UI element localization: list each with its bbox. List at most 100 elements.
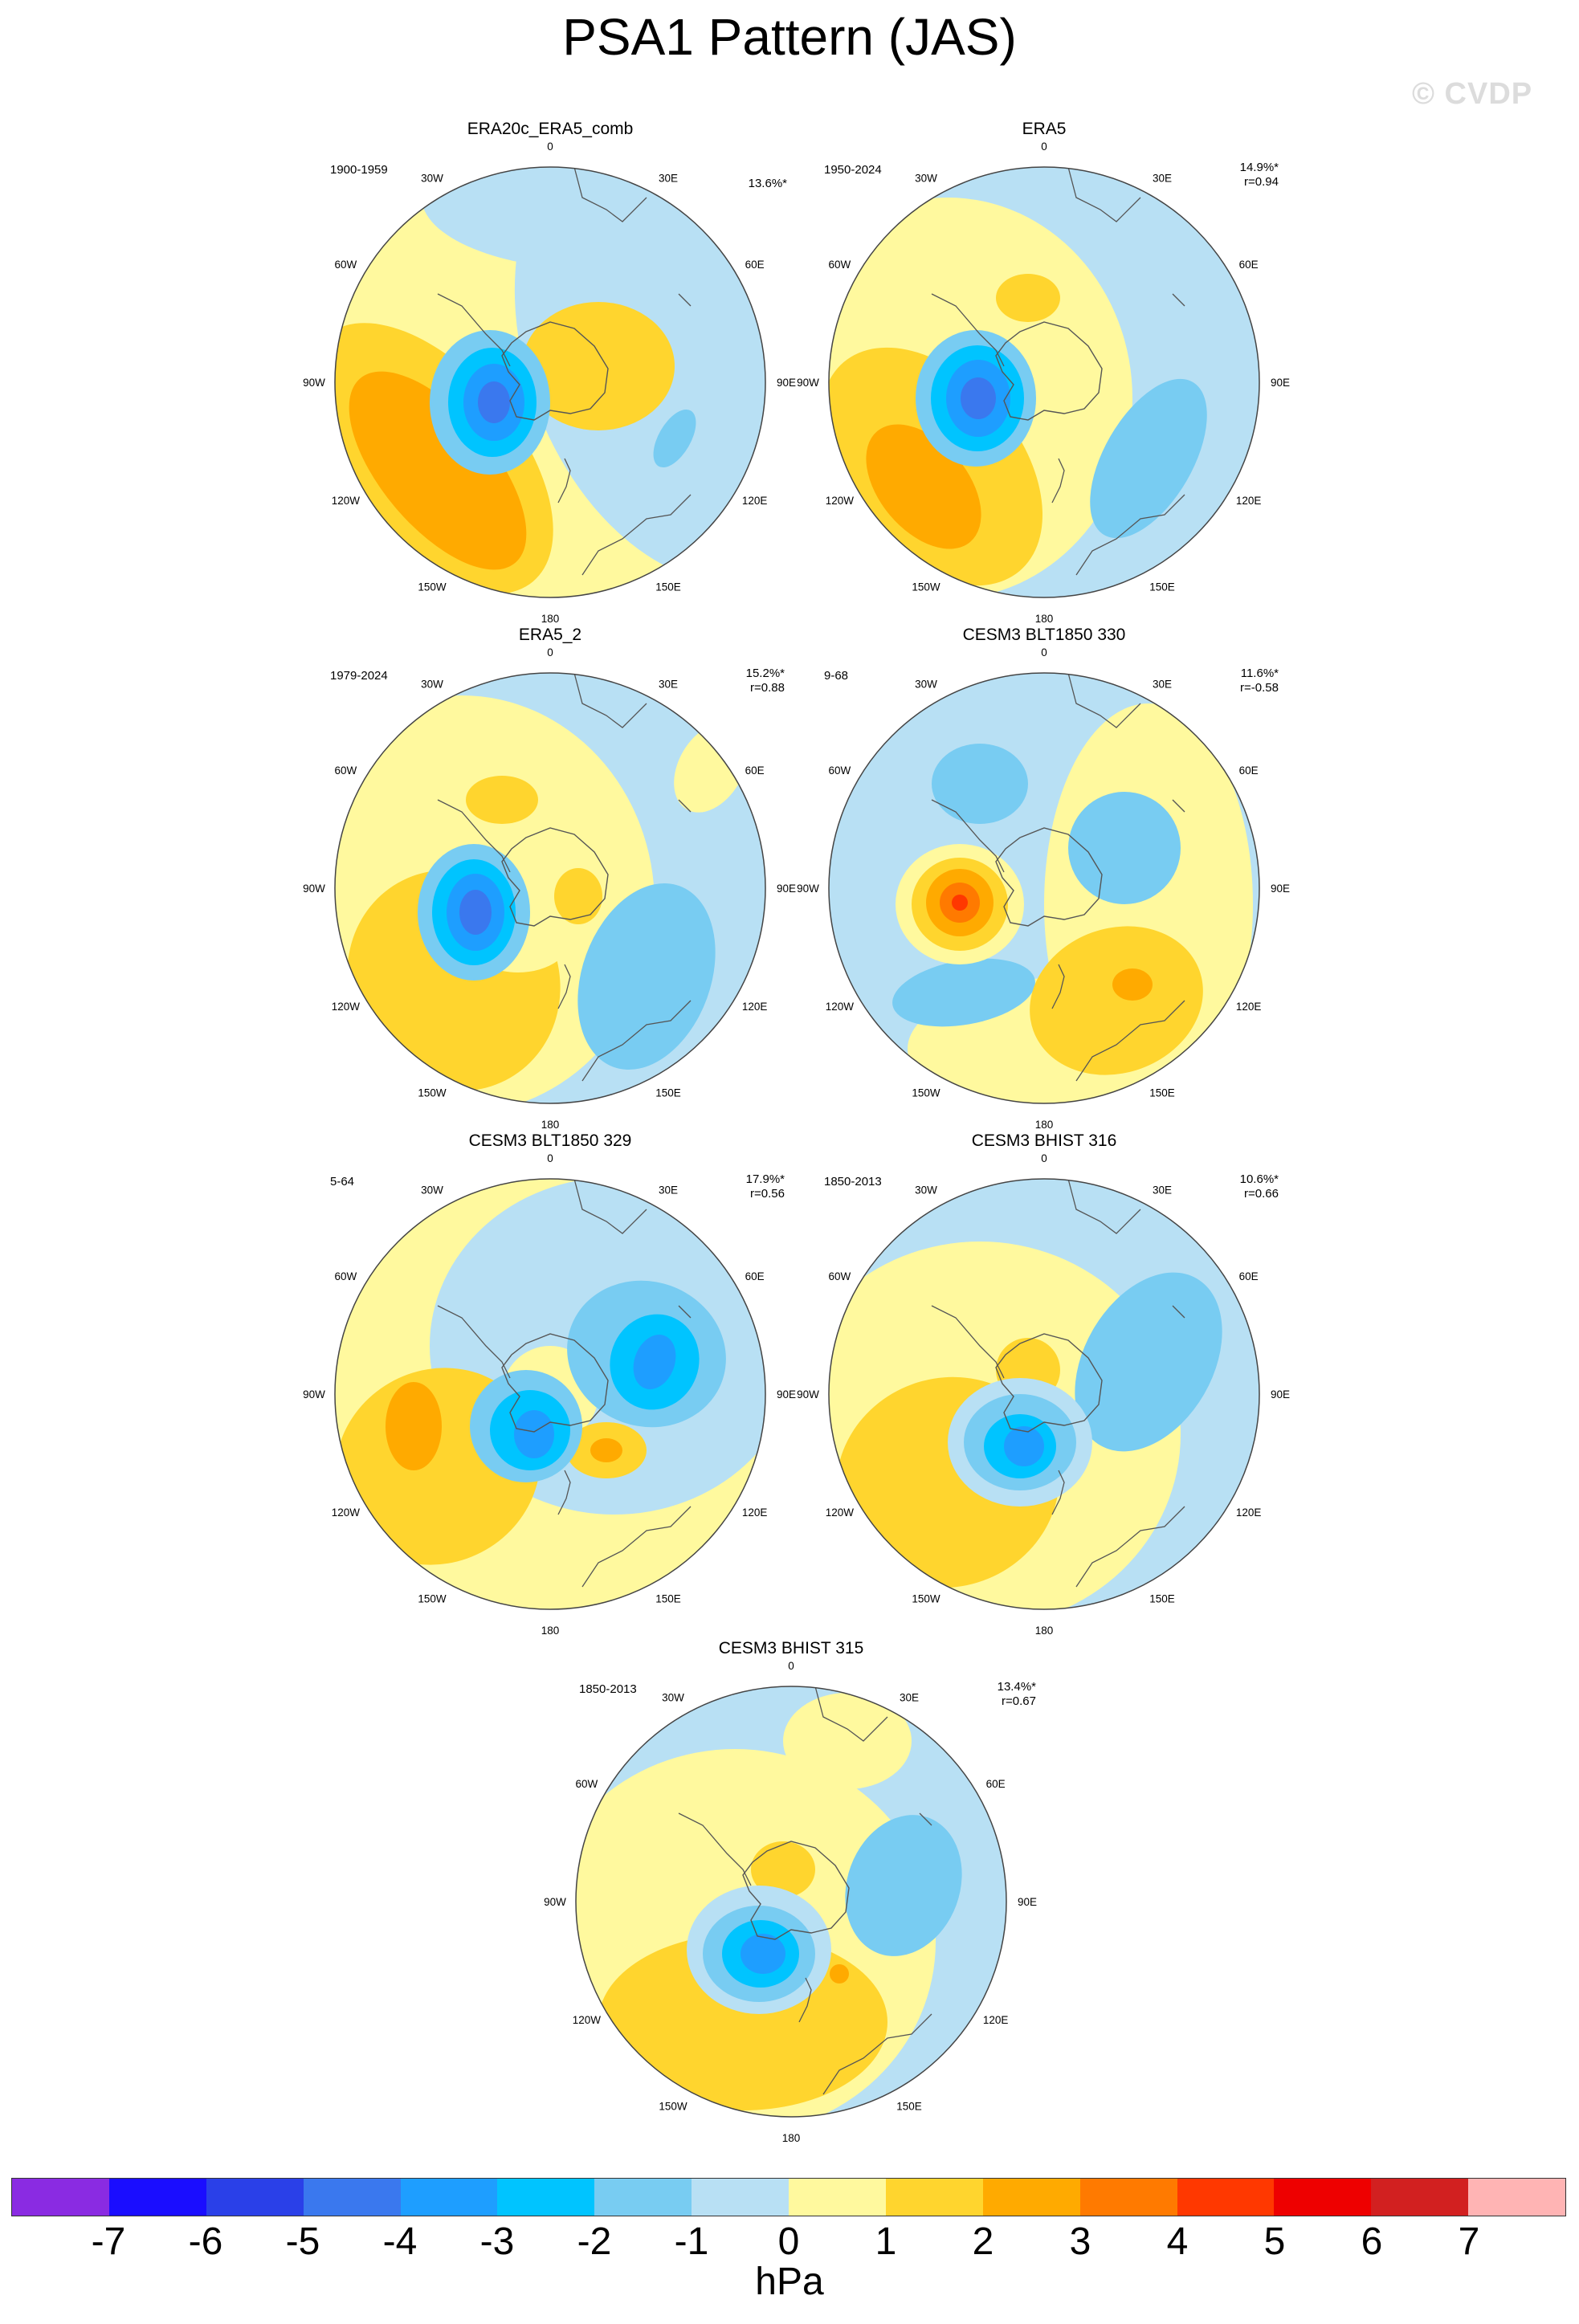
anomaly-contour xyxy=(386,1382,442,1470)
colorbar-tick-label: 3 xyxy=(1069,2220,1091,2263)
anomaly-contour xyxy=(577,883,716,1070)
longitude-label: 60E xyxy=(1239,259,1259,271)
coastline xyxy=(822,2013,932,2095)
colorbar-swatch xyxy=(1371,2179,1469,2216)
longitude-label: 30W xyxy=(915,678,937,690)
panel-years: 5-64 xyxy=(330,1175,355,1189)
longitude-label: 120E xyxy=(742,495,768,507)
colorbar-swatch xyxy=(497,2179,595,2216)
map-panel-cesm3-blt1850-330: CESM3 BLT1850 330 9-68 11.6%* r=-0.58 0 3… xyxy=(755,626,1333,1140)
coastline xyxy=(437,1305,511,1379)
longitude-label: 90W xyxy=(303,377,325,389)
longitude-label: 120E xyxy=(742,1507,768,1519)
longitude-label: 30E xyxy=(1153,1184,1172,1196)
anomaly-contour xyxy=(1112,968,1153,1001)
longitude-label: 90E xyxy=(1271,377,1290,389)
longitude-label: 120W xyxy=(826,495,855,507)
longitude-label: 150W xyxy=(418,1087,447,1099)
longitude-label: 60W xyxy=(335,259,357,271)
anomaly-contour xyxy=(1030,926,1203,1075)
coastline xyxy=(931,1305,1005,1379)
longitude-label: 180 xyxy=(541,1119,560,1131)
anomaly-contour xyxy=(653,409,696,468)
longitude-label: 150E xyxy=(1149,581,1175,593)
colorbar-labels: -7 -6 -5 -4 -3 -2 -1 0 1 2 3 4 5 6 7 xyxy=(11,2216,1566,2265)
panel-variance: 15.2%* xyxy=(745,667,785,680)
longitude-label: 180 xyxy=(1035,613,1054,625)
panel-variance: 17.9%* xyxy=(745,1172,785,1186)
longitude-label: 30E xyxy=(659,172,678,184)
colorbar-tick-label: -3 xyxy=(479,2220,515,2263)
longitude-label: 150W xyxy=(659,2101,687,2113)
longitude-label: 180 xyxy=(1035,1119,1054,1131)
coastline xyxy=(557,1470,571,1515)
longitude-label: 30W xyxy=(421,172,443,184)
colorbar-swatch xyxy=(982,2179,1080,2216)
polar-map: 0 30E 60E 90E 120E 150E 180 150W 120W 90W 60W 30W xyxy=(797,647,1290,1131)
coastline xyxy=(437,293,511,367)
anomaly-contour xyxy=(996,274,1060,322)
longitude-label: 90E xyxy=(777,377,796,389)
colorbar-tick-label: 2 xyxy=(972,2220,994,2263)
panel-variance: 13.6%* xyxy=(748,177,787,190)
colorbar-tick-label: 5 xyxy=(1263,2220,1286,2263)
coastline xyxy=(1075,1506,1185,1588)
longitude-label: 60E xyxy=(745,1270,765,1282)
panel-variance: 11.6%* xyxy=(1240,667,1279,680)
longitude-label: 30W xyxy=(421,1184,443,1196)
antarctica-coastline xyxy=(501,321,609,421)
map-boundary xyxy=(828,672,1260,1104)
colorbar xyxy=(11,2178,1566,2216)
polar-map: 0 30E 60E 90E 120E 150E 180 150W 120W 90W 60W 30W xyxy=(544,1661,1037,2144)
coastline xyxy=(1051,1470,1065,1515)
anomaly-contour xyxy=(349,371,527,570)
anomaly-contour xyxy=(892,958,1035,1027)
panel-title: CESM3 BHIST 316 xyxy=(971,1131,1117,1150)
longitude-label: 90E xyxy=(777,1388,796,1401)
longitude-label: 60E xyxy=(1239,764,1259,777)
longitude-label: 60W xyxy=(335,1270,357,1282)
longitude-label: 0 xyxy=(1041,1153,1047,1164)
longitude-label: 120E xyxy=(983,2014,1009,2026)
longitude-label: 120W xyxy=(332,1507,361,1519)
antarctica-coastline xyxy=(995,827,1103,927)
panel-years: 1900-1959 xyxy=(330,163,388,177)
coastline xyxy=(437,799,511,873)
colorbar-tick-label: -1 xyxy=(674,2220,709,2263)
polar-map: 0 30E 60E 90E 120E 150E 180 150W 120W 90W 60W 30W xyxy=(797,1153,1290,1637)
colorbar-swatch xyxy=(400,2179,498,2216)
colorbar-tick-label: -2 xyxy=(577,2220,612,2263)
coastline xyxy=(581,1000,692,1082)
colorbar-swatch xyxy=(206,2179,304,2216)
panel-correlation: r=0.56 xyxy=(750,1187,785,1201)
colorbar-swatch xyxy=(1177,2179,1275,2216)
longitude-label: 30W xyxy=(662,1691,684,1703)
longitude-label: 90E xyxy=(777,883,796,895)
anomaly-contour xyxy=(1075,1272,1222,1452)
longitude-label: 180 xyxy=(782,2132,801,2144)
coastline xyxy=(814,1686,888,1742)
coastline xyxy=(557,964,571,1009)
polar-map: 0 30E 60E 90E 120E 150E 180 150W 120W 90W 60W 30W xyxy=(797,141,1290,625)
anomaly-contour xyxy=(741,1934,785,1974)
longitude-label: 150W xyxy=(912,1593,940,1605)
longitude-label: 30W xyxy=(915,172,937,184)
polar-map: 0 30E 60E 90E 120E 150E 180 150W 120W 90W 60W 30W xyxy=(303,1153,796,1637)
anomaly-contour xyxy=(466,776,538,824)
coastline xyxy=(931,799,1005,873)
cvdp-watermark: © CVDP xyxy=(1412,77,1533,111)
coastline xyxy=(573,167,647,222)
longitude-label: 90W xyxy=(797,883,819,895)
colorbar-tick-label: 1 xyxy=(875,2220,897,2263)
colorbar-tick-label: -4 xyxy=(382,2220,418,2263)
longitude-label: 180 xyxy=(541,1625,560,1637)
panel-correlation: r=-0.58 xyxy=(1240,681,1279,695)
panel-years: 1850-2013 xyxy=(579,1682,637,1696)
coastline xyxy=(1075,494,1185,576)
anomaly-contour xyxy=(783,1693,912,1789)
longitude-label: 120W xyxy=(332,1001,361,1013)
panel-correlation: r=0.94 xyxy=(1244,175,1279,189)
colorbar-swatch xyxy=(885,2179,983,2216)
colorbar-swatch xyxy=(789,2179,886,2216)
antarctica-coastline xyxy=(742,1841,850,1940)
